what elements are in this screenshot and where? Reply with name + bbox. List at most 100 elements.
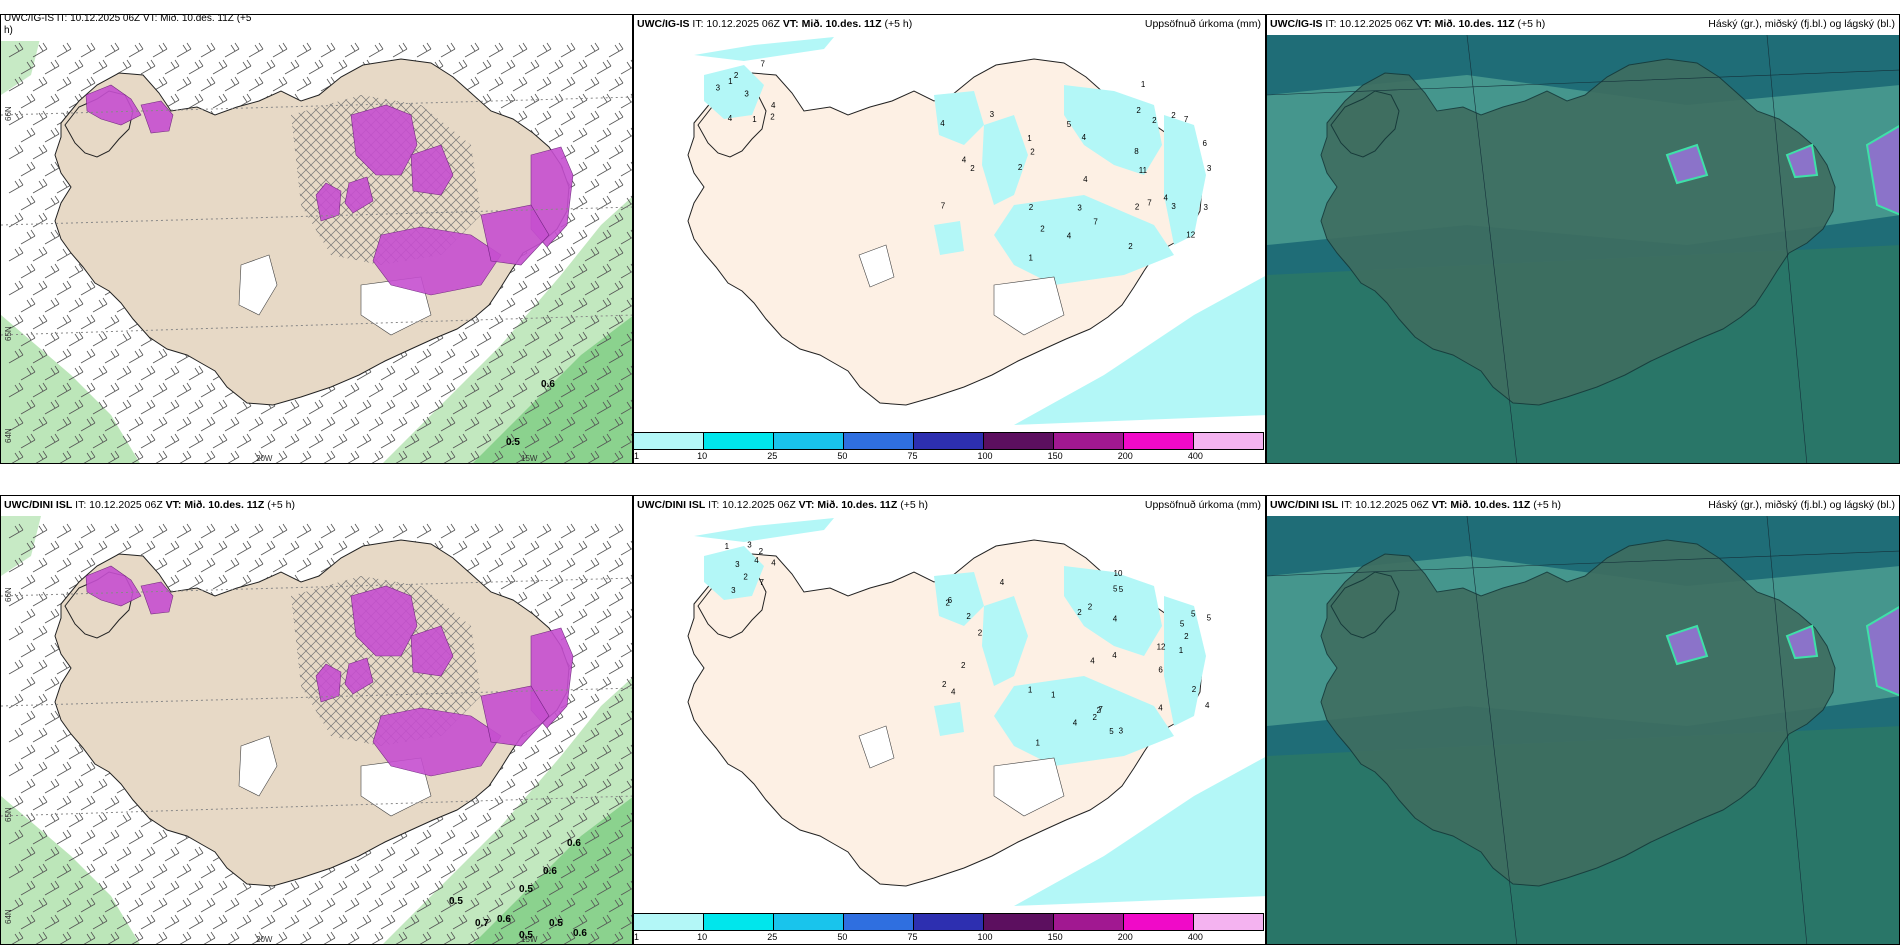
wind-barb <box>227 931 240 944</box>
accum-value-label: 4 <box>1164 193 1169 202</box>
colorbar-swatch <box>634 914 704 930</box>
init-time: IT: 10.12.2025 06Z <box>692 18 780 30</box>
wind-barb <box>620 229 632 245</box>
wind-barb <box>164 880 180 896</box>
wind-barb <box>275 931 288 944</box>
wind-barb <box>512 42 528 58</box>
wind-barb <box>608 42 624 58</box>
wind-barb <box>8 897 24 913</box>
accum-value-label: 5 <box>1119 585 1124 594</box>
graticule <box>1267 515 1899 944</box>
wind-barb <box>524 778 540 794</box>
wind-barb <box>8 557 24 573</box>
wind-barb <box>596 399 612 415</box>
wind-barb <box>20 676 36 692</box>
accum-value-label: 3 <box>1077 204 1082 213</box>
wind-barb <box>11 931 24 944</box>
wind-barb <box>500 59 516 75</box>
wind-barb <box>224 42 240 58</box>
wind-barb <box>395 931 408 944</box>
precip-area <box>372 707 502 777</box>
wind-barb <box>56 42 72 58</box>
wind-barb <box>284 433 300 449</box>
precip-area <box>480 204 550 266</box>
wind-barb <box>224 557 240 573</box>
wind-barb <box>620 676 632 692</box>
wind-barb <box>116 365 132 381</box>
wind-barb <box>572 710 588 726</box>
wind-barb <box>596 59 612 75</box>
wind-barb <box>548 365 564 381</box>
wind-barb <box>80 795 96 811</box>
colorbar-tick: 200 <box>1117 451 1133 461</box>
wind-barb <box>419 931 432 944</box>
wind-barb <box>188 574 204 590</box>
accum-value-label: 4 <box>1082 133 1087 142</box>
accum-value-label: 2 <box>1018 163 1023 172</box>
wind-barb <box>236 433 252 449</box>
wind-barb <box>512 76 528 92</box>
wind-barb <box>536 761 552 777</box>
cloud-cover-map-row1[interactable]: UWC/IG-IS IT: 10.12.2025 06Z VT: Mið. 10… <box>1266 14 1900 464</box>
accum-value-label: 4 <box>951 687 956 696</box>
lon-label: 15W <box>521 454 538 463</box>
wind-barb <box>608 523 624 539</box>
colorbar-tick: 25 <box>767 451 778 461</box>
wind-barb <box>296 523 312 539</box>
accum-value-label: 4 <box>1112 651 1117 660</box>
wind-barb <box>44 914 60 930</box>
wind-barb <box>272 523 288 539</box>
accum-value-label: 2 <box>1192 685 1197 694</box>
wind-barb <box>512 761 528 777</box>
wind-barb <box>488 829 504 845</box>
wind-barb <box>356 399 372 415</box>
wind-barb <box>443 450 456 463</box>
wind-barb <box>332 880 348 896</box>
wind-barb <box>8 314 24 330</box>
wind-barb <box>536 314 552 330</box>
wind-barb <box>416 523 432 539</box>
wind-barb <box>500 297 516 313</box>
wind-barb <box>596 127 612 143</box>
wind-barb <box>104 897 120 913</box>
lead-time: (+5 h) <box>884 18 913 30</box>
colorbar-tick: 1 <box>634 932 640 942</box>
wind-barb <box>620 263 632 279</box>
wind-barb <box>572 608 588 624</box>
wind-barb <box>596 642 612 658</box>
wind-barb <box>584 795 600 811</box>
accumulated-precip-map-row1[interactable]: 2 1 2 3 4 4 2 1 3 2 1 2 2 3 1 3 4 5 2 3 2 3 4 4 7 7 7 11 12 7 4 2 4 7 2 3 2 8… <box>633 14 1266 464</box>
wind-barb <box>380 846 396 862</box>
wind-barb <box>32 727 48 743</box>
wind-barb <box>440 348 456 364</box>
cloud-cover-map-row2[interactable]: UWC/DINI ISL IT: 10.12.2025 06Z VT: Mið.… <box>1266 495 1900 945</box>
colorbar-swatch <box>774 914 844 930</box>
wind-barb <box>176 557 192 573</box>
wind-barb <box>83 450 96 463</box>
wind-barb <box>308 433 324 449</box>
wind-barb <box>380 880 396 896</box>
precip-header-row2: UWC/DINI ISL IT: 10.12.2025 06Z VT: Mið.… <box>634 496 1265 516</box>
wind-barb <box>80 76 96 92</box>
wind-barb <box>464 382 480 398</box>
wind-barb <box>32 557 48 573</box>
wind-barb <box>608 280 624 296</box>
wind-barb <box>608 659 624 675</box>
wind-barb <box>608 761 624 777</box>
wind-barb <box>488 76 504 92</box>
wind-barb <box>347 450 360 463</box>
wind-barb <box>152 382 168 398</box>
wind-precip-map-row1[interactable]: 66N 65N 64N 20W 15W 0.6 0.5 UWC/IG-IS IT: 10.1… <box>0 14 633 464</box>
wind-barb <box>560 761 576 777</box>
wind-barb <box>476 331 492 347</box>
accumulated-precip-map-row2[interactable]: 2 2 4 4 2 3 4 5 5 2 1 1 2 5 4 4 4 5 2 1 3 2 4 5 7 7 6 10 12 5 4 2 4 1 1 2 2 6… <box>633 495 1266 945</box>
wind-barb <box>32 863 48 879</box>
wind-barb <box>608 348 624 364</box>
wind-barb <box>128 416 144 432</box>
wind-precip-map-row2[interactable]: 66N 65N 64N 20W 15W 0.6 0.6 0.5 0.5 0.7 0.6 0.5 0.5 0… <box>0 495 633 945</box>
wind-barb <box>188 880 204 896</box>
wind-barb <box>572 846 588 862</box>
wind-barb <box>20 778 36 794</box>
wind-barb <box>620 914 632 930</box>
wind-barb <box>44 778 60 794</box>
